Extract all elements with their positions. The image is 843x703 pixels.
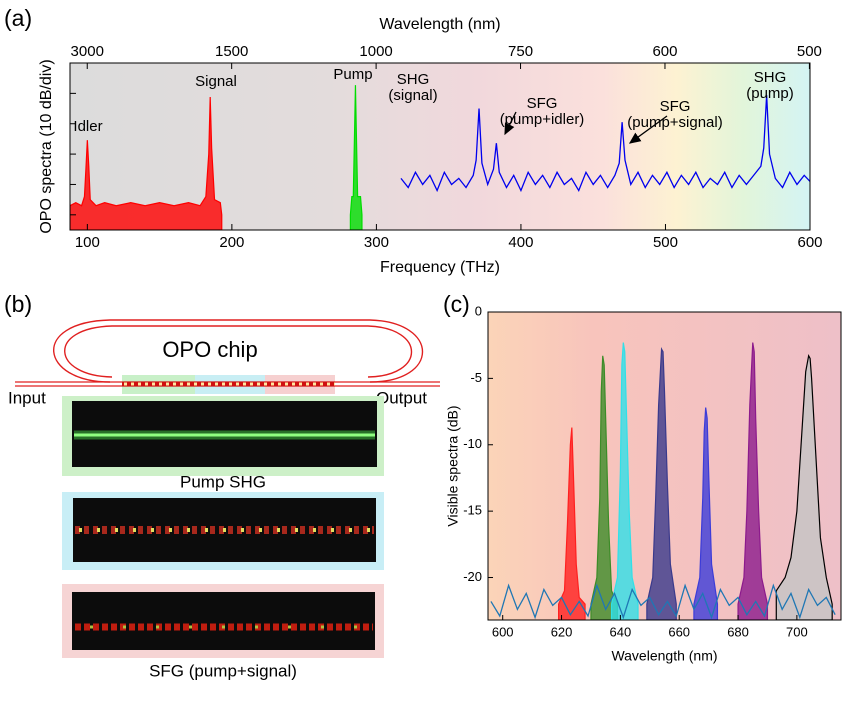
x-tick-label: 700 — [786, 624, 808, 639]
annotation-arrow — [504, 111, 517, 136]
y-axis-label: Visible spectra (dB) — [445, 405, 461, 526]
annotation-arrow — [628, 115, 668, 144]
annotation: (pump+signal) — [627, 114, 722, 131]
annotation: Pump — [333, 66, 372, 83]
ring — [64, 325, 412, 378]
output-label: Output — [376, 388, 427, 407]
x-tick-label: 620 — [551, 624, 573, 639]
x2-tick-label: 750 — [508, 43, 533, 60]
y-tick-label: -15 — [463, 503, 482, 518]
area — [646, 347, 677, 620]
annotation: SFG — [527, 95, 558, 112]
area — [558, 427, 586, 620]
annotation: (pump) — [746, 85, 794, 102]
area — [693, 407, 719, 620]
annotation: SHG — [397, 71, 430, 88]
x-tick-label: 600 — [797, 234, 822, 251]
x-tick-label: 400 — [508, 234, 533, 251]
panel-label: (c) — [443, 291, 470, 317]
chip-label: OPO chip — [162, 337, 257, 362]
x2-tick-label: 500 — [797, 43, 822, 60]
area — [349, 85, 363, 230]
y-tick-label: -10 — [463, 436, 482, 451]
annotation: (pump+idler) — [500, 111, 585, 128]
image — [72, 592, 375, 650]
plot-frame — [487, 311, 842, 621]
x-tick-label: 300 — [364, 234, 389, 251]
x2-tick-label: 1500 — [215, 43, 248, 60]
y-tick-label: -5 — [470, 370, 482, 385]
plot-area — [490, 342, 836, 620]
panel-label: (a) — [4, 5, 32, 31]
x-tick-label: 640 — [610, 624, 632, 639]
x-axis-label: Wavelength (nm) — [611, 648, 717, 664]
chart: 100 200 300 400 500 600 3000 1500 1000 750 600 500 W… — [38, 16, 822, 276]
annotation: SFG — [660, 98, 691, 115]
ring — [53, 319, 423, 383]
x-tick-label: 100 — [75, 234, 100, 251]
input-label: Input — [8, 388, 46, 407]
y-tick-label: 0 — [475, 303, 482, 318]
line — [400, 95, 810, 193]
x-tick-label: 500 — [653, 234, 678, 251]
y-tick-label: -20 — [463, 569, 482, 584]
plot-area — [70, 85, 810, 230]
x-tick-label: 200 — [219, 234, 244, 251]
x2-axis-label: Wavelength (nm) — [379, 16, 500, 33]
annotation: (signal) — [388, 87, 437, 104]
plot-background — [70, 63, 810, 230]
chip-diagram: OPO chip Input Output Pump SHG SFG (pump… — [8, 319, 440, 680]
chart: 600 620 640 660 680 700 0 -5 -10 -15 -20 Wavelength… — [445, 303, 842, 664]
plot-frame — [69, 62, 811, 231]
annotation: Idler — [73, 118, 102, 135]
annotation: SHG — [754, 69, 787, 86]
area — [775, 354, 833, 620]
y-axis-label: OPO spectra (10 dB/div) — [38, 59, 55, 233]
annotation: Signal — [195, 73, 237, 90]
x-tick-label: 600 — [492, 624, 514, 639]
line — [490, 583, 836, 620]
image-caption: Pump SHG — [180, 472, 266, 491]
x2-tick-label: 3000 — [71, 43, 104, 60]
x2-tick-label: 600 — [652, 43, 677, 60]
x-axis-label: Frequency (THz) — [380, 259, 500, 276]
x-tick-label: 660 — [668, 624, 690, 639]
panel-label: (b) — [4, 291, 32, 317]
area — [70, 96, 223, 230]
image-caption: SFG (pump+signal) — [149, 661, 297, 680]
x-tick-label: 680 — [727, 624, 749, 639]
x2-tick-label: 1000 — [359, 43, 392, 60]
area — [610, 342, 639, 620]
